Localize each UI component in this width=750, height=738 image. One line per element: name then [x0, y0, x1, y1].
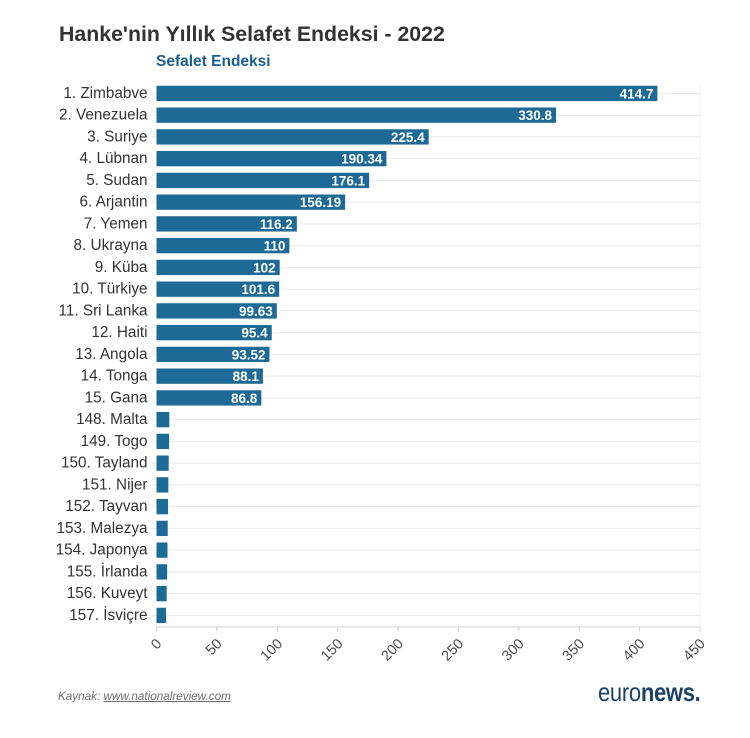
svg-text:15. Gana: 15. Gana	[85, 389, 148, 406]
svg-text:200: 200	[379, 636, 407, 664]
svg-text:330.8: 330.8	[518, 108, 552, 123]
svg-text:86.8: 86.8	[231, 391, 258, 406]
svg-text:0: 0	[148, 636, 165, 653]
svg-text:150. Tayland: 150. Tayland	[61, 455, 147, 472]
svg-text:225.4: 225.4	[391, 130, 425, 145]
svg-text:88.1: 88.1	[233, 369, 260, 384]
svg-text:95.4: 95.4	[241, 326, 268, 341]
svg-text:153. Malezya: 153. Malezya	[57, 520, 148, 537]
svg-text:1. Zimbabve: 1. Zimbabve	[63, 85, 147, 102]
svg-text:7. Yemen: 7. Yemen	[84, 215, 148, 232]
svg-text:155. İrlanda: 155. İrlanda	[67, 562, 148, 580]
svg-text:110: 110	[264, 239, 286, 254]
svg-text:116.2: 116.2	[260, 217, 293, 232]
svg-text:190.34: 190.34	[341, 152, 383, 167]
svg-text:9. Küba: 9. Küba	[95, 259, 148, 276]
svg-text:148. Malta: 148. Malta	[76, 411, 148, 428]
svg-text:156.19: 156.19	[300, 195, 341, 210]
svg-text:4. Lübnan: 4. Lübnan	[79, 150, 147, 167]
svg-text:400: 400	[620, 636, 648, 664]
svg-text:12. Haiti: 12. Haiti	[91, 324, 147, 341]
svg-text:150: 150	[318, 636, 346, 664]
svg-text:99.63: 99.63	[239, 304, 273, 319]
svg-text:10. Türkiye: 10. Türkiye	[72, 281, 147, 298]
svg-text:93.52: 93.52	[232, 347, 266, 362]
svg-text:156. Kuveyt: 156. Kuveyt	[67, 585, 149, 602]
svg-text:11. Sri Lanka: 11. Sri Lanka	[58, 302, 147, 319]
svg-text:2. Venezuela: 2. Venezuela	[59, 107, 148, 124]
svg-text:3. Suriye: 3. Suriye	[87, 128, 147, 145]
svg-text:414.7: 414.7	[620, 86, 654, 101]
svg-text:13. Angola: 13. Angola	[75, 346, 148, 363]
svg-text:8. Ukrayna: 8. Ukrayna	[74, 237, 148, 254]
svg-text:154. Japonya: 154. Japonya	[56, 542, 148, 559]
svg-text:151. Nijer: 151. Nijer	[82, 476, 147, 493]
svg-text:450: 450	[680, 636, 708, 664]
svg-text:149. Togo: 149. Togo	[81, 433, 148, 450]
svg-text:102: 102	[253, 260, 276, 275]
svg-text:176.1: 176.1	[331, 173, 365, 188]
svg-text:5. Sudan: 5. Sudan	[86, 172, 147, 189]
svg-text:350: 350	[560, 636, 588, 664]
svg-text:50: 50	[203, 636, 226, 659]
svg-text:6. Arjantin: 6. Arjantin	[79, 194, 147, 211]
svg-text:157. İsviçre: 157. İsviçre	[69, 606, 147, 624]
svg-text:152. Tayvan: 152. Tayvan	[65, 498, 147, 515]
svg-text:300: 300	[499, 636, 527, 664]
svg-text:100: 100	[258, 636, 286, 664]
svg-text:250: 250	[439, 636, 467, 664]
svg-text:101.6: 101.6	[241, 282, 275, 297]
svg-text:14. Tonga: 14. Tonga	[81, 368, 148, 385]
